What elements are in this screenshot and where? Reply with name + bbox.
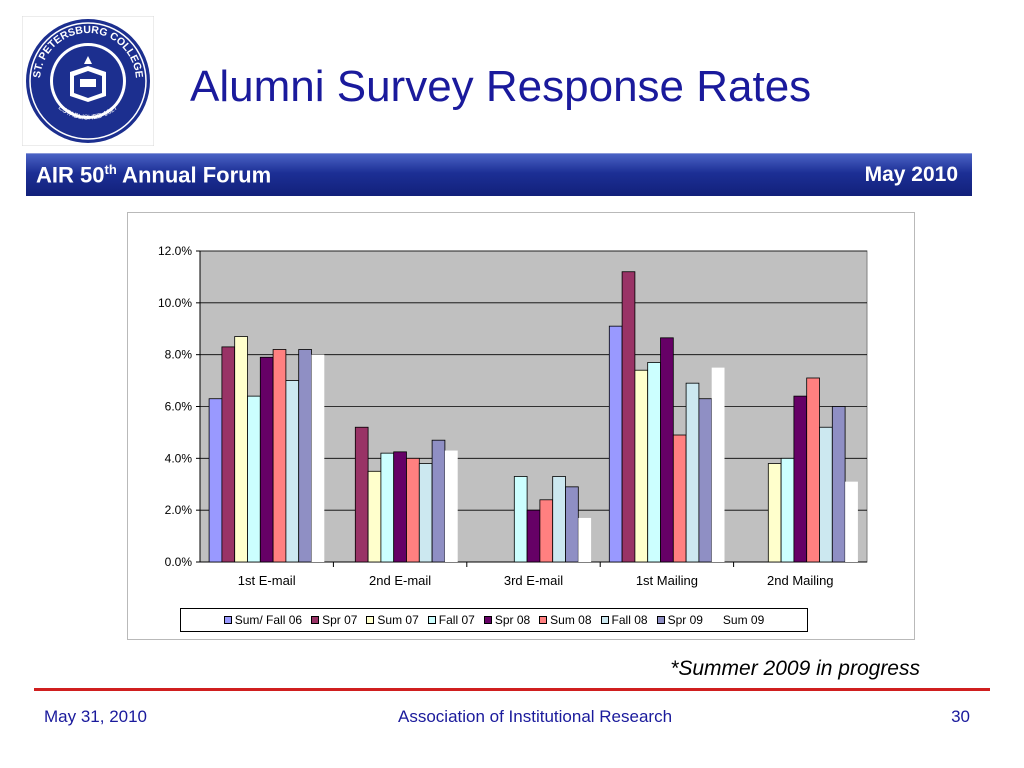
bar xyxy=(608,325,623,563)
legend-swatch xyxy=(483,616,492,624)
legend-item: Fall 07 xyxy=(427,613,475,627)
bar xyxy=(767,463,782,563)
legend-swatch xyxy=(427,616,436,624)
legend-swatch xyxy=(656,616,665,624)
y-tick-label: 12.0% xyxy=(158,244,192,258)
bar xyxy=(259,356,274,563)
legend-label: Fall 08 xyxy=(611,613,648,627)
forum-banner: AIR 50th Annual Forum May 2010 xyxy=(26,153,972,196)
legend-item: Sum 07 xyxy=(366,613,419,627)
bar xyxy=(298,349,312,563)
bar xyxy=(647,362,661,563)
slide-title: Alumni Survey Response Rates xyxy=(190,62,812,111)
bar xyxy=(526,509,541,563)
legend-label: Sum/ Fall 06 xyxy=(234,613,303,627)
bar xyxy=(552,476,566,563)
legend-item: Spr 07 xyxy=(311,613,357,627)
bar xyxy=(444,450,458,562)
legend-label: Sum 07 xyxy=(377,613,419,627)
y-tick-label: 8.0% xyxy=(165,348,193,362)
banner-forum-label: AIR 50th Annual Forum xyxy=(36,162,271,188)
bar xyxy=(711,367,725,562)
legend-item: Spr 09 xyxy=(656,613,703,627)
legend-label: Spr 09 xyxy=(667,613,703,627)
legend-item: Sum 09 xyxy=(711,613,765,627)
bar xyxy=(806,377,820,563)
bar xyxy=(406,457,420,563)
page-number: 30 xyxy=(951,707,970,726)
bar xyxy=(819,426,833,563)
legend-item: Sum 08 xyxy=(539,613,592,627)
bar xyxy=(660,337,674,563)
footer-divider xyxy=(34,688,990,691)
bar xyxy=(247,395,261,563)
legend-label: Spr 08 xyxy=(494,613,531,627)
bar xyxy=(513,476,528,563)
legend-label: Sum 09 xyxy=(722,613,765,627)
bar xyxy=(367,470,382,563)
legend-label: Fall 07 xyxy=(438,613,475,627)
bar xyxy=(621,271,636,563)
bar xyxy=(780,457,795,563)
bar xyxy=(311,354,325,562)
bar xyxy=(285,380,300,563)
chart-legend: Sum/ Fall 06 Spr 07 Sum 07 Fall 07 Spr 08 Sum… xyxy=(180,608,808,632)
bar xyxy=(418,463,433,563)
legend-item: Spr 08 xyxy=(483,613,531,627)
bar xyxy=(831,406,846,563)
legend-swatch xyxy=(366,616,375,624)
x-category-label: 2nd Mailing xyxy=(767,573,834,588)
legend-swatch xyxy=(311,616,320,624)
y-tick-label: 4.0% xyxy=(165,451,193,465)
legend-swatch xyxy=(223,616,232,624)
bar xyxy=(431,439,446,563)
x-category-label: 1st Mailing xyxy=(636,573,698,588)
banner-forum-name: AIR 50 xyxy=(36,162,105,188)
legend-label: Spr 07 xyxy=(322,613,358,627)
bar-chart: 0.0% 2.0% 4.0% 6.0% 8.0% 10.0% 12.0% 1st E-mail… xyxy=(158,244,868,588)
bar xyxy=(698,398,713,563)
y-tick-label: 2.0% xyxy=(165,503,193,517)
legend-item: Sum/ Fall 06 xyxy=(223,613,303,627)
college-seal-logo: ST. PETERSBURG COLLEGE ESTABLISHED 1927 xyxy=(22,16,154,146)
footer-date: May 31, 2010 xyxy=(44,707,148,726)
banner-forum-suffix: th xyxy=(104,162,117,177)
bar xyxy=(685,382,700,563)
legend-label: Sum 08 xyxy=(550,613,592,627)
x-category-label: 2nd E-mail xyxy=(369,573,431,588)
bar xyxy=(578,517,592,562)
legend-swatch xyxy=(539,616,548,624)
x-category-label: 1st E-mail xyxy=(238,573,296,588)
bar xyxy=(208,398,223,563)
bar xyxy=(234,336,248,563)
bar xyxy=(845,481,858,562)
legend-swatch xyxy=(600,616,609,624)
footer-organization: Association of Institutional Research xyxy=(398,707,673,726)
bar xyxy=(672,434,687,563)
legend-swatch xyxy=(711,616,720,624)
bar xyxy=(221,346,236,563)
chart-frame: 0.0% 2.0% 4.0% 6.0% 8.0% 10.0% 12.0% 1st E-mail… xyxy=(127,212,915,640)
bar xyxy=(539,499,554,563)
footnote: *Summer 2009 in progress xyxy=(670,657,920,680)
bar xyxy=(380,452,395,563)
banner-date: May 2010 xyxy=(864,163,958,186)
y-tick-label: 0.0% xyxy=(165,555,193,569)
x-category-label: 3rd E-mail xyxy=(504,573,563,588)
bar xyxy=(354,426,369,563)
bar xyxy=(272,349,287,563)
bar xyxy=(634,369,649,563)
y-tick-label: 6.0% xyxy=(165,400,193,414)
bar xyxy=(793,395,808,563)
bar xyxy=(393,451,407,563)
bar xyxy=(565,486,579,563)
legend-item: Fall 08 xyxy=(600,613,648,627)
banner-forum-rest: Annual Forum xyxy=(116,162,272,188)
y-tick-label: 10.0% xyxy=(158,296,192,310)
